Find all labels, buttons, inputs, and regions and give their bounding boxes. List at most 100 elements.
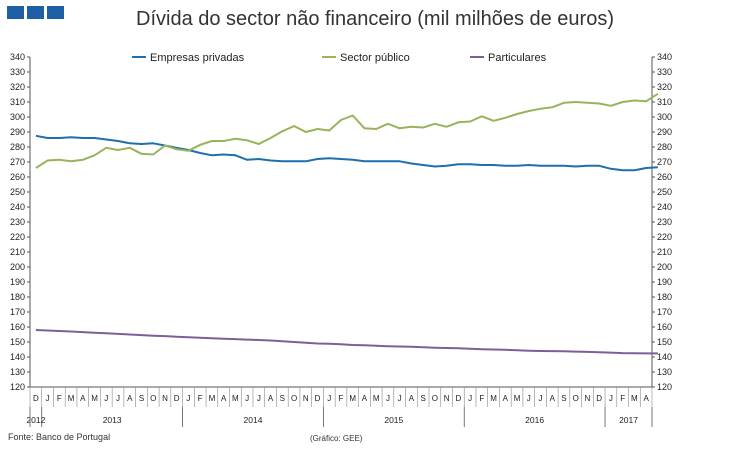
x-year-label: 2014 — [244, 415, 263, 425]
x-month-label: J — [386, 394, 390, 403]
y-tick-label-right: 220 — [657, 232, 672, 242]
y-tick-label-right: 120 — [657, 382, 672, 392]
x-month-label: J — [468, 394, 472, 403]
legend-label: Particulares — [488, 52, 547, 64]
x-month-label: M — [631, 394, 638, 403]
y-tick-label-right: 200 — [657, 262, 672, 272]
y-tick-label-right: 210 — [657, 247, 672, 257]
x-month-label: J — [609, 394, 613, 403]
x-month-label: J — [46, 394, 50, 403]
y-tick-label-left: 270 — [10, 157, 25, 167]
brand-logo — [7, 6, 64, 19]
x-month-label: D — [315, 394, 321, 403]
y-tick-label-left: 170 — [10, 307, 25, 317]
y-tick-label-right: 340 — [657, 52, 672, 62]
x-month-label: D — [33, 394, 39, 403]
x-month-label: A — [550, 394, 556, 403]
y-tick-label-right: 300 — [657, 112, 672, 122]
x-year-label: 2013 — [103, 415, 122, 425]
x-month-label: J — [527, 394, 531, 403]
y-tick-label-right: 150 — [657, 337, 672, 347]
chart-title: Dívida do sector não financeiro (mil mil… — [136, 8, 614, 30]
series-line — [35, 134, 658, 172]
x-month-label: J — [116, 394, 120, 403]
chart-credit: (Gráfico: GEE) — [310, 434, 363, 443]
y-tick-label-right: 230 — [657, 217, 672, 227]
y-tick-label-left: 130 — [10, 367, 25, 377]
y-tick-label-right: 260 — [657, 172, 672, 182]
source-note: Fonte: Banco de Portugal — [8, 432, 111, 442]
y-tick-label-left: 160 — [10, 322, 25, 332]
x-month-label: O — [291, 394, 297, 403]
x-month-label: A — [80, 394, 86, 403]
y-tick-label-left: 180 — [10, 292, 25, 302]
y-tick-label-left: 310 — [10, 97, 25, 107]
x-month-label: J — [539, 394, 543, 403]
x-month-label: J — [398, 394, 402, 403]
series-line — [35, 329, 658, 355]
x-month-label: M — [514, 394, 521, 403]
x-month-label: A — [409, 394, 415, 403]
x-month-label: N — [162, 394, 168, 403]
x-month-label: J — [327, 394, 331, 403]
x-month-label: J — [104, 394, 108, 403]
y-tick-label-right: 310 — [657, 97, 672, 107]
y-tick-label-right: 270 — [657, 157, 672, 167]
x-month-label: M — [91, 394, 98, 403]
logo-block — [7, 6, 24, 19]
y-tick-label-right: 320 — [657, 82, 672, 92]
x-month-label: J — [186, 394, 190, 403]
x-month-label: S — [420, 394, 425, 403]
y-tick-label-left: 260 — [10, 172, 25, 182]
x-month-label: D — [174, 394, 180, 403]
x-month-label: A — [503, 394, 509, 403]
y-tick-label-right: 170 — [657, 307, 672, 317]
y-tick-label-right: 130 — [657, 367, 672, 377]
x-month-label: S — [561, 394, 566, 403]
x-month-label: N — [303, 394, 309, 403]
y-tick-label-right: 140 — [657, 352, 672, 362]
y-tick-label-left: 290 — [10, 127, 25, 137]
x-month-label: F — [198, 394, 203, 403]
y-tick-label-right: 180 — [657, 292, 672, 302]
legend-label: Empresas privadas — [150, 52, 245, 64]
x-month-label: A — [127, 394, 133, 403]
y-tick-label-left: 320 — [10, 82, 25, 92]
y-tick-label-right: 190 — [657, 277, 672, 287]
x-month-label: F — [479, 394, 484, 403]
x-month-label: F — [620, 394, 625, 403]
y-tick-label-left: 240 — [10, 202, 25, 212]
x-month-label: S — [280, 394, 285, 403]
y-tick-label-left: 210 — [10, 247, 25, 257]
x-month-label: N — [585, 394, 591, 403]
logo-block — [47, 6, 64, 19]
y-tick-label-left: 250 — [10, 187, 25, 197]
x-month-label: M — [490, 394, 497, 403]
series-line — [35, 92, 659, 169]
x-year-label: 2015 — [384, 415, 403, 425]
x-month-label: A — [221, 394, 227, 403]
x-month-label: M — [68, 394, 75, 403]
y-tick-label-left: 150 — [10, 337, 25, 347]
x-month-label: A — [268, 394, 274, 403]
y-tick-label-left: 220 — [10, 232, 25, 242]
x-month-label: M — [232, 394, 239, 403]
x-month-label: O — [432, 394, 438, 403]
y-tick-label-right: 250 — [657, 187, 672, 197]
y-tick-label-right: 280 — [657, 142, 672, 152]
y-tick-label-left: 120 — [10, 382, 25, 392]
y-tick-label-left: 280 — [10, 142, 25, 152]
x-year-label: 2016 — [525, 415, 544, 425]
y-tick-label-right: 160 — [657, 322, 672, 332]
y-tick-label-left: 330 — [10, 67, 25, 77]
x-month-label: O — [573, 394, 579, 403]
y-tick-label-right: 290 — [657, 127, 672, 137]
y-tick-label-left: 300 — [10, 112, 25, 122]
y-tick-label-left: 230 — [10, 217, 25, 227]
logo-block — [27, 6, 44, 19]
x-month-label: A — [362, 394, 368, 403]
x-month-label: O — [150, 394, 156, 403]
x-month-label: N — [444, 394, 450, 403]
x-month-label: M — [349, 394, 356, 403]
